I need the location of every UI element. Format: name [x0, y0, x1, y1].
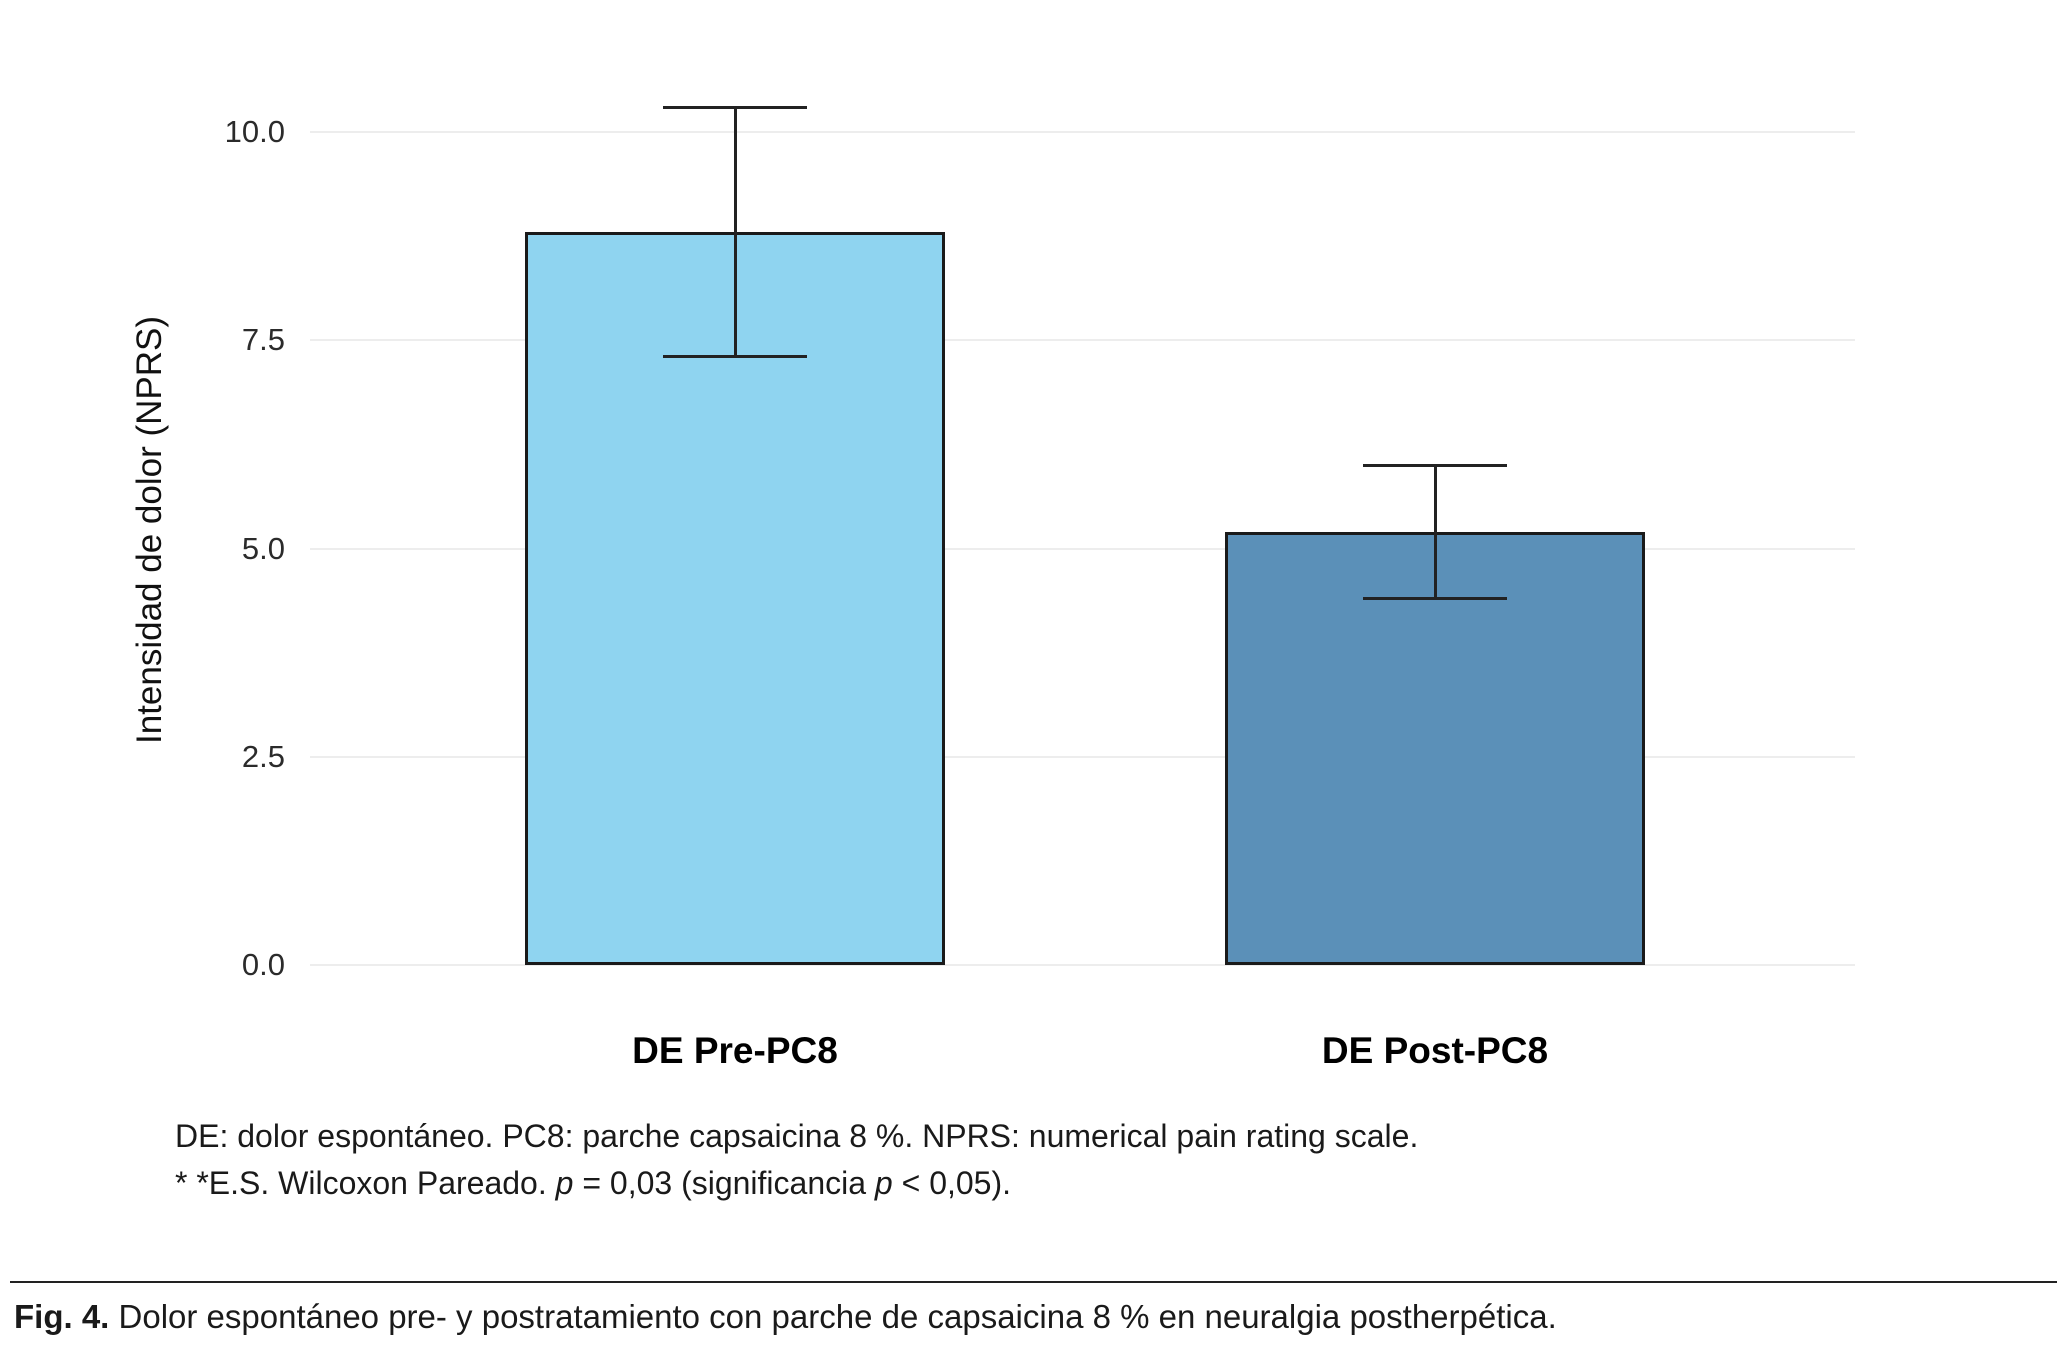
- gridline: [310, 131, 1855, 133]
- footnote-line1: DE: dolor espontáneo. PC8: parche capsai…: [175, 1118, 1419, 1154]
- footnote-segment: < 0,05).: [892, 1164, 1012, 1201]
- error-bar-cap: [1363, 463, 1507, 467]
- error-bar-cap: [663, 105, 807, 109]
- y-tick-label: 10.0: [224, 114, 285, 149]
- x-tick-label: DE Pre-PC8: [632, 1030, 838, 1071]
- error-bar-line: [733, 107, 737, 357]
- gridline: [310, 964, 1855, 966]
- y-tick-label: 5.0: [241, 530, 285, 566]
- error-bar-cap: [1363, 596, 1507, 600]
- figure-caption: Fig. 4. Dolor espontáneo pre- y postrata…: [14, 1298, 2054, 1336]
- footnote: DE: dolor espontáneo. PC8: parche capsai…: [175, 1113, 1418, 1206]
- y-tick-label: 2.5: [241, 738, 285, 774]
- figure-caption-text: Dolor espontáneo pre- y postratamiento c…: [109, 1298, 1557, 1335]
- figure-caption-label: Fig. 4.: [14, 1298, 110, 1335]
- footnote-segment: * *E.S. Wilcoxon Pareado.: [175, 1164, 556, 1201]
- plot-area: 0.0 2.5 5.0 7.5 10.0 DE Pre-PC8 DE Post-PC8: [225, 45, 1855, 1071]
- error-bar-cap: [663, 355, 807, 359]
- gridline: [310, 547, 1855, 550]
- gridline: [310, 755, 1855, 758]
- footnote-italic-p: p: [555, 1164, 574, 1201]
- gridline: [310, 339, 1855, 342]
- caption-rule: [10, 1281, 2057, 1283]
- y-tick-label: 0.0: [241, 947, 285, 982]
- footnote-segment: = 0,03 (significancia: [573, 1164, 875, 1201]
- footnote-line2: * *E.S. Wilcoxon Pareado. p = 0,03 (sign…: [175, 1160, 1418, 1207]
- x-tick-label: DE Post-PC8: [1321, 1030, 1549, 1071]
- y-tick-label: 7.5: [241, 322, 285, 358]
- error-bar-line: [1433, 465, 1437, 599]
- footnote-italic-p: p: [874, 1164, 893, 1201]
- bar-2: [1225, 531, 1645, 965]
